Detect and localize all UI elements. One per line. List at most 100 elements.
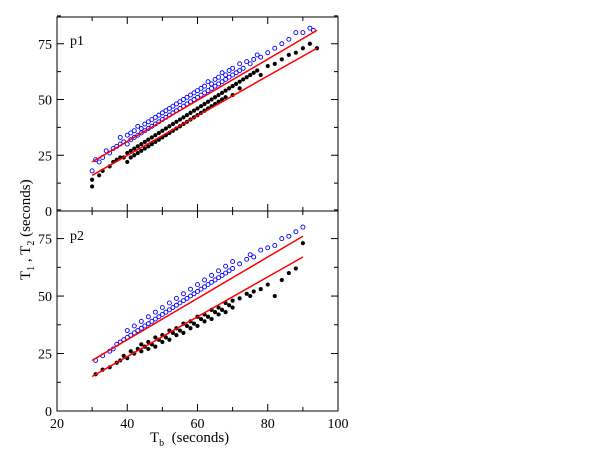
point-1-1-32 xyxy=(188,326,193,331)
point-1-1-52 xyxy=(244,291,249,296)
point-1-1-30 xyxy=(184,323,190,329)
point-1-1-54 xyxy=(251,289,256,294)
point-0-0-68 xyxy=(223,72,229,78)
point-0-1-65 xyxy=(223,88,228,93)
point-0-0-79 xyxy=(251,56,257,62)
point-0-0-61 xyxy=(212,83,218,89)
point-0-0-55 xyxy=(202,90,207,96)
point-0-1-66 xyxy=(223,95,228,100)
point-1-0-51 xyxy=(226,268,232,274)
point-0-0-59 xyxy=(209,85,215,91)
point-1-0-59 xyxy=(265,245,271,251)
point-0-1-71 xyxy=(237,79,242,84)
point-1-0-57 xyxy=(251,254,257,260)
point-0-0-87 xyxy=(300,30,306,36)
point-1-0-29 xyxy=(173,295,179,301)
point-0-0-50 xyxy=(191,90,197,96)
point-0-1-37 xyxy=(174,119,179,124)
point-1-0-33 xyxy=(184,295,190,301)
point-1-0-14 xyxy=(138,318,144,324)
point-0-0-64 xyxy=(216,74,222,80)
point-0-1-35 xyxy=(170,121,176,127)
point-0-0-81 xyxy=(258,54,264,60)
point-0-1-80 xyxy=(272,61,277,66)
point-1-1-53 xyxy=(248,293,253,299)
point-0-1-12 xyxy=(128,155,133,160)
point-0-1-15 xyxy=(135,144,140,149)
panel-p1-ticks: 0 25 50 75 xyxy=(38,15,339,220)
point-1-1-39 xyxy=(205,314,211,319)
x-tick-label-1-3: 80 xyxy=(261,417,275,432)
point-0-0-46 xyxy=(184,94,190,100)
point-0-1-21 xyxy=(146,137,151,142)
point-0-0-22 xyxy=(142,121,148,127)
point-1-1-61 xyxy=(300,241,305,246)
point-0-0-58 xyxy=(205,79,211,85)
point-1-0-31 xyxy=(180,298,186,304)
point-0-1-57 xyxy=(209,97,214,102)
fit-line-0-0 xyxy=(91,29,318,163)
point-1-1-59 xyxy=(286,270,291,276)
point-1-1-20 xyxy=(160,339,165,345)
point-0-1-41 xyxy=(181,115,186,120)
point-1-1-16 xyxy=(153,335,158,340)
point-1-1-56 xyxy=(265,282,270,287)
point-1-0-52 xyxy=(230,266,236,271)
point-0-1-13 xyxy=(132,146,137,151)
point-0-0-14 xyxy=(128,130,134,136)
point-0-1-39 xyxy=(177,117,183,122)
point-0-0-17 xyxy=(135,132,141,138)
point-0-1-63 xyxy=(219,90,225,95)
point-0-1-51 xyxy=(198,104,204,109)
point-0-1-11 xyxy=(128,148,133,153)
point-0-0-74 xyxy=(237,68,243,73)
point-0-1-0 xyxy=(90,184,95,189)
point-0-0-18 xyxy=(135,123,141,129)
point-1-0-20 xyxy=(152,309,158,315)
point-1-0-25 xyxy=(166,307,172,313)
point-1-1-60 xyxy=(293,266,298,271)
y-tick-label-0-0: 0 xyxy=(45,205,52,220)
point-1-1-44 xyxy=(216,312,221,317)
point-1-1-29 xyxy=(181,330,186,335)
point-0-1-78 xyxy=(258,72,263,78)
point-0-0-82 xyxy=(265,50,271,56)
fit-line-0-1 xyxy=(91,47,318,176)
point-1-1-38 xyxy=(202,319,207,324)
point-0-0-72 xyxy=(230,65,236,71)
y-tick-label-1-0: 0 xyxy=(45,405,52,420)
point-1-1-5 xyxy=(121,353,126,358)
y-axis-label: T1 , T2 (seconds) xyxy=(18,179,37,280)
point-1-0-37 xyxy=(195,289,200,294)
point-0-0-42 xyxy=(177,99,183,105)
panel-p2: 20 40 60 80 100 0 25 50 75 p2 xyxy=(38,209,349,432)
point-1-0-18 xyxy=(149,318,155,324)
point-1-0-44 xyxy=(209,272,215,278)
point-1-0-42 xyxy=(205,282,211,288)
panel-p1-points xyxy=(89,25,320,189)
point-0-1-82 xyxy=(286,52,291,58)
point-1-0-28 xyxy=(173,302,179,308)
point-0-1-70 xyxy=(234,81,239,86)
point-0-0-73 xyxy=(233,70,239,76)
point-1-1-10 xyxy=(139,349,144,354)
point-1-0-49 xyxy=(223,270,229,276)
point-0-1-67 xyxy=(227,86,232,91)
point-1-0-21 xyxy=(156,314,162,320)
point-1-0-24 xyxy=(163,309,169,315)
point-0-1-45 xyxy=(188,110,193,115)
panel-p2-points xyxy=(93,224,306,377)
point-1-0-55 xyxy=(244,256,250,262)
point-1-1-41 xyxy=(209,316,214,322)
point-0-0-24 xyxy=(145,119,151,125)
point-1-1-45 xyxy=(219,307,225,312)
y-tick-label-0-3: 75 xyxy=(38,38,52,53)
point-1-1-50 xyxy=(230,305,235,310)
point-0-1-77 xyxy=(255,68,260,73)
panel-p2-label: p2 xyxy=(70,229,84,244)
point-0-1-43 xyxy=(184,113,190,118)
point-0-1-25 xyxy=(153,133,158,138)
point-0-0-48 xyxy=(188,92,193,98)
point-0-0-54 xyxy=(198,85,204,91)
